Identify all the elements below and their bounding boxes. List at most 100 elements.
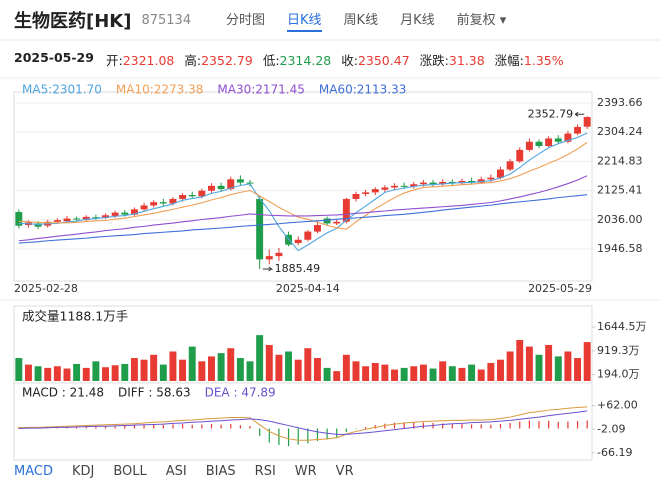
y-tick-label: 1644.5万 <box>597 320 647 333</box>
candle-body <box>275 252 283 257</box>
candle-body <box>63 218 71 222</box>
candle-body <box>179 194 187 199</box>
volume-bar <box>506 351 514 381</box>
volume-bar <box>44 367 52 381</box>
indicator-tab[interactable]: MACD <box>14 464 53 479</box>
volume-bar <box>159 364 167 381</box>
indicator-tab[interactable]: BOLL <box>113 464 147 479</box>
candle-body <box>323 218 331 224</box>
candle-body <box>188 194 196 197</box>
candle-body <box>448 181 456 184</box>
volume-bar <box>92 361 100 381</box>
volume-bar <box>342 354 350 381</box>
indicator-tab[interactable]: VR <box>335 464 354 479</box>
volume-bar <box>217 353 225 381</box>
quote-value: 1.35% <box>523 53 564 68</box>
indicator-tab[interactable]: RSI <box>254 464 276 479</box>
x-tick-label: 2025-02-28 <box>14 282 78 295</box>
indicator-tab[interactable]: ASI <box>165 464 187 479</box>
candle-body <box>198 190 206 197</box>
candle-body <box>468 180 476 183</box>
quote-label: 涨跌: <box>419 53 449 68</box>
volume-bar <box>140 359 148 381</box>
volume-bar <box>497 359 504 381</box>
volume-bar <box>285 351 293 381</box>
candle-body <box>352 194 360 199</box>
candle-body <box>535 141 543 146</box>
volume-bar <box>294 359 302 381</box>
period-tab[interactable]: 月K线 <box>400 12 435 28</box>
indicator-line <box>18 175 588 242</box>
x-tick-label: 2025-05-29 <box>528 282 592 295</box>
candle-body <box>362 192 370 195</box>
candle-body <box>583 117 591 127</box>
panel-title: 成交量1188.1万手 <box>22 309 128 324</box>
indicator-tab[interactable]: BIAS <box>205 464 236 479</box>
candle-body <box>333 221 341 224</box>
min-arrow <box>262 266 274 272</box>
candle-body <box>574 127 582 134</box>
y-tick-label: 2214.83 <box>597 154 643 167</box>
y-tick-label: -2.09 <box>597 422 625 435</box>
volume-bar <box>381 364 389 381</box>
volume-bar <box>179 359 187 381</box>
volume-bar <box>362 366 370 381</box>
candle-body <box>111 212 119 216</box>
volume-bar <box>130 358 138 381</box>
volume-bar <box>525 346 533 381</box>
candle-body <box>208 185 215 191</box>
candle-body <box>121 212 129 215</box>
period-tab[interactable]: 前复权 ▾ <box>456 12 507 28</box>
y-tick-label: -66.19 <box>597 446 632 459</box>
indicator-tab[interactable]: KDJ <box>71 464 95 479</box>
stock-code: 875134 <box>141 12 192 28</box>
y-tick-label: 2304.24 <box>597 125 643 138</box>
volume-bar <box>304 348 312 381</box>
indicator-tab[interactable]: WR <box>294 464 317 479</box>
period-tab[interactable]: 分时图 <box>226 12 266 28</box>
volume-bar <box>227 348 235 381</box>
candle-body <box>545 138 553 146</box>
max-annotation: 2352.79 <box>528 107 574 120</box>
candle-body <box>53 220 61 222</box>
volume-bar <box>198 361 206 381</box>
candle-body <box>265 256 273 260</box>
x-tick-label: 2025-04-14 <box>276 282 340 295</box>
volume-bar <box>236 358 244 381</box>
candle-body <box>150 202 158 206</box>
volume-bar <box>410 366 418 381</box>
candle-body <box>246 182 254 184</box>
header: 生物医药[HK] 875134 <box>14 6 191 34</box>
legend-entry: DIFF : 58.63 <box>118 386 191 400</box>
candle-body <box>294 239 302 244</box>
y-tick-label: 919.3万 <box>597 344 640 357</box>
legend-entry: MA10:2273.38 <box>116 83 204 97</box>
volume-bar <box>439 361 447 381</box>
period-tab[interactable]: 日K线 <box>287 9 322 32</box>
indicator-line <box>18 132 588 252</box>
volume-bar <box>554 356 562 381</box>
candle-body <box>159 202 167 204</box>
volume-bar <box>265 344 273 381</box>
quote-value: 2352.79 <box>201 53 253 68</box>
legend-entry: MA5:2301.70 <box>22 83 102 97</box>
stock-name: 生物医药[HK] <box>14 11 132 32</box>
candle-body <box>439 181 447 185</box>
volume-bar <box>391 369 398 381</box>
legend-entry: DEA : 47.89 <box>205 386 276 400</box>
volume-bar <box>352 361 360 381</box>
volume-bar <box>313 358 321 381</box>
volume-bar <box>564 351 572 381</box>
volume-bar <box>477 369 485 381</box>
candle-body <box>371 189 379 193</box>
period-tabs: 分时图 日K线 周K线 月K线 前复权 ▾ <box>226 6 528 34</box>
volume-bar <box>188 346 196 381</box>
volume-bar <box>400 367 408 381</box>
candle-body <box>130 209 138 215</box>
indicator-line <box>18 194 588 244</box>
period-tab[interactable]: 周K线 <box>343 12 379 28</box>
quote-item: 低:2314.28 <box>263 50 331 69</box>
candle-body <box>313 225 321 232</box>
